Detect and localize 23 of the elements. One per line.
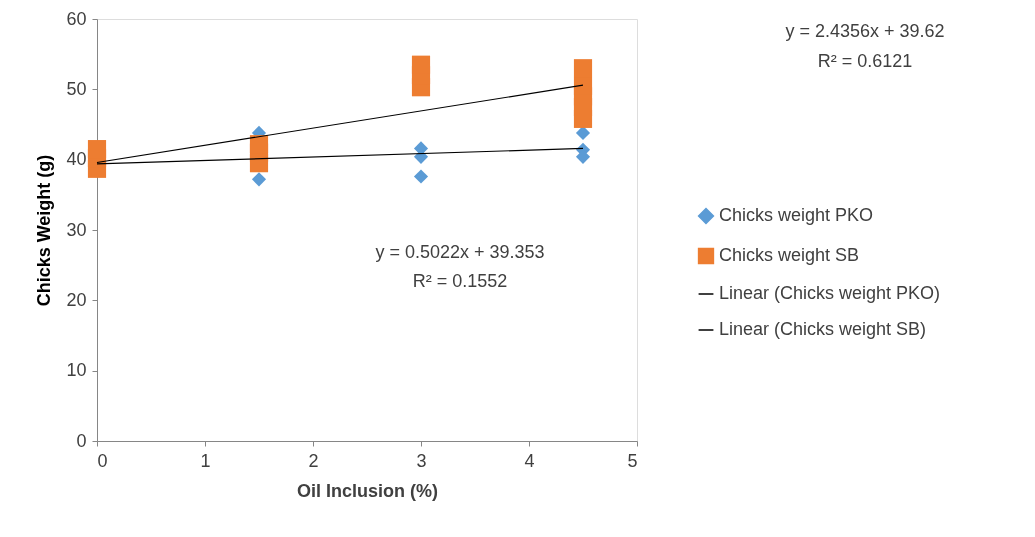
x-tick-label: 1 [200, 450, 211, 471]
x-tick-label: 2 [308, 450, 319, 471]
y-tick-label: 30 [66, 219, 87, 240]
y-tick-label: 50 [66, 78, 87, 99]
x-tick-label: 0 [97, 450, 108, 471]
y-tick-label: 10 [66, 360, 87, 381]
annotation: y = 0.5022x + 39.353 [375, 242, 545, 262]
legend-label: Chicks weight PKO [719, 205, 874, 225]
y-axis-title: Chicks Weight (g) [34, 154, 55, 307]
annotation: R² = 0.1552 [412, 271, 508, 291]
text: y = 2.4356x + 39.62 [785, 21, 945, 41]
legend-label: Chicks weight SB [719, 245, 860, 265]
x-tick-label: 5 [627, 450, 638, 471]
y-tick-label: 0 [76, 430, 87, 451]
y-tick-label: 60 [66, 8, 87, 29]
y-tick-label: 20 [66, 289, 87, 310]
x-tick-label: 3 [416, 450, 427, 471]
text: R² = 0.6121 [817, 51, 913, 71]
y-tick-label: 40 [66, 149, 87, 170]
legend-label: Linear (Chicks weight PKO) [719, 283, 941, 303]
x-axis-title: Oil Inclusion (%) [296, 480, 439, 501]
legend-label: Linear (Chicks weight SB) [719, 319, 927, 339]
x-tick-label: 4 [524, 450, 535, 471]
